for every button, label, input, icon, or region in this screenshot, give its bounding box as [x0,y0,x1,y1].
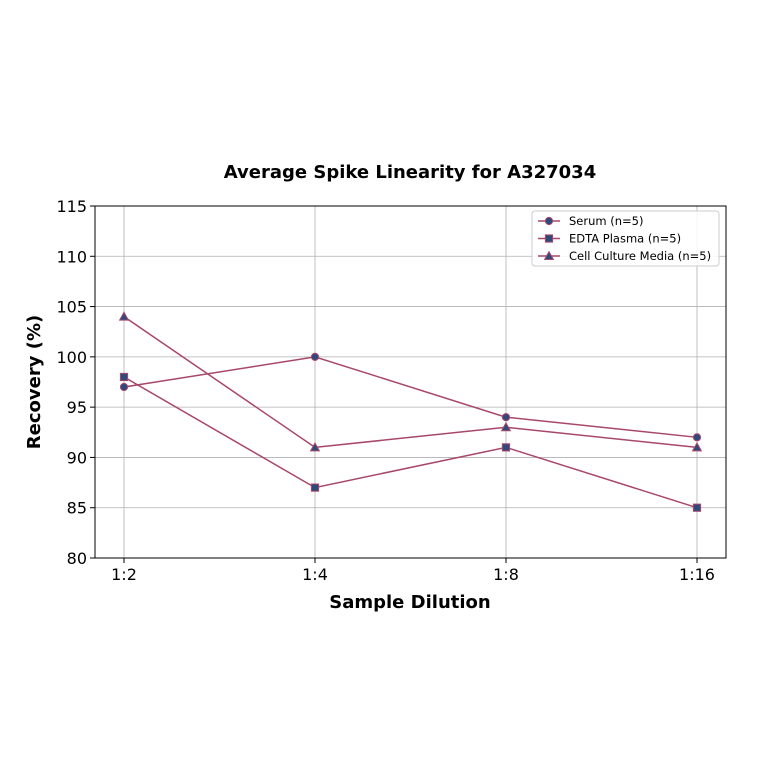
data-point [119,382,129,392]
x-tick-label: 1:16 [679,565,715,584]
series-layer [118,311,703,512]
data-point [119,372,129,382]
data-point [310,352,320,361]
data-point [501,443,511,452]
y-tick-label: 110 [56,247,87,266]
data-point [692,433,702,442]
legend-label: EDTA Plasma (n=5) [569,232,681,246]
y-tick-label: 90 [67,448,87,467]
legend-marker [544,234,554,243]
data-point [501,413,511,422]
legend-marker [543,250,555,261]
plot-frame [94,205,727,559]
legend-marker [544,216,554,226]
x-tick-label: 1:2 [111,565,137,584]
y-tick-label: 80 [67,549,87,568]
data-point [309,441,321,452]
series-line [123,316,698,449]
series-line [123,376,698,509]
data-point [310,483,320,492]
tick-layer: 80 85 90 95 100 105 110 115 1:2 1:4 1:8 1:16 [56,197,715,584]
chart-title: Average Spike Linearity for A327034 [224,162,596,183]
y-tick-label: 85 [67,499,87,518]
legend-box [531,210,720,267]
x-tick-label: 1:8 [493,565,519,584]
data-point [691,441,703,452]
legend-label: Cell Culture Media (n=5) [569,249,711,263]
y-tick-label: 95 [67,398,87,417]
legend-label: Serum (n=5) [569,214,643,228]
y-tick-label: 105 [56,298,87,317]
data-point [692,503,702,512]
data-point [500,421,512,432]
legend: Serum (n=5) EDTA Plasma (n=5) Cell Culture… [531,210,720,267]
series-line [123,356,698,439]
y-axis-label: Recovery (%) [24,315,45,449]
y-tick-label: 115 [56,197,87,216]
y-tick-label: 100 [56,348,87,367]
x-tick-label: 1:4 [302,565,328,584]
x-axis-label: Sample Dilution [329,592,490,613]
data-point [118,311,130,321]
